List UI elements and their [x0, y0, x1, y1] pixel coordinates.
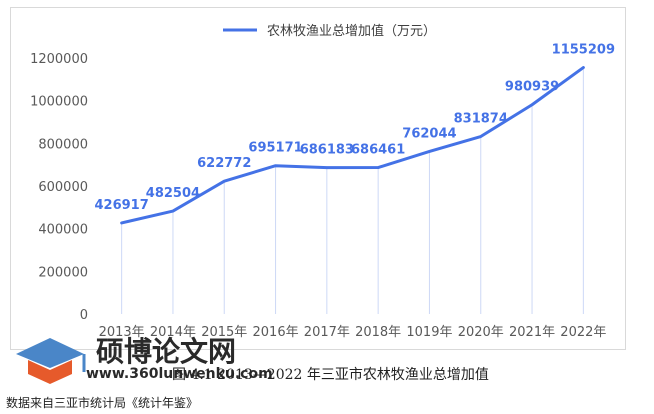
watermark: 硕博论文网 www.360lunwenku.com [10, 330, 273, 386]
y-tick-label: 0 [80, 308, 88, 323]
x-tick-label: 2017年 [304, 325, 350, 340]
data-label: 695171 [248, 141, 302, 156]
figure-caption: 图 4.1 2013—2022 年三亚市农林牧渔业总增加值 [172, 367, 489, 383]
y-tick-label: 200000 [38, 265, 88, 280]
x-tick-label: 2016年 [253, 325, 299, 340]
x-tick-label: 2013年 [99, 325, 145, 340]
data-label: 831874 [454, 112, 508, 127]
y-tick-label: 1000000 [30, 95, 88, 110]
data-label: 686461 [351, 143, 405, 158]
x-tick-label: 2018年 [355, 325, 401, 340]
series-line [120, 66, 585, 225]
x-tick-label: 1019年 [406, 325, 452, 340]
graduation-cap-logo-icon [16, 338, 86, 384]
watermark-url: www.360lunwenku.com [86, 366, 273, 382]
y-tick-label: 400000 [38, 223, 88, 238]
data-label: 622772 [197, 156, 251, 171]
x-tick-label: 2015年 [201, 325, 247, 340]
x-tick-label: 2014年 [150, 325, 196, 340]
data-label: 426917 [95, 198, 149, 213]
y-tick-label: 600000 [38, 180, 88, 195]
y-tick-label: 800000 [38, 137, 88, 152]
line-chart: 0 200000 400000 600000 800000 1000000 1200000 2… [30, 23, 615, 340]
x-tick-label: 2021年 [509, 325, 555, 340]
data-label: 686183 [300, 143, 354, 158]
x-tick-label: 2022年 [560, 325, 606, 340]
chart-frame: 0 200000 400000 600000 800000 1000000 1200000 2… [10, 7, 626, 350]
data-label: 482504 [146, 186, 200, 201]
data-label: 1155209 [552, 43, 615, 58]
x-tick-label: 2020年 [458, 325, 504, 340]
data-label: 762044 [402, 126, 456, 141]
legend-label: 农林牧渔业总增加值（万元） [267, 23, 436, 39]
watermark-title: 硕博论文网 [96, 335, 237, 368]
data-label: 980939 [505, 80, 559, 95]
y-tick-label: 1200000 [30, 52, 88, 67]
data-source-note: 数据来自三亚市统计局《统计年鉴》 [6, 396, 199, 410]
